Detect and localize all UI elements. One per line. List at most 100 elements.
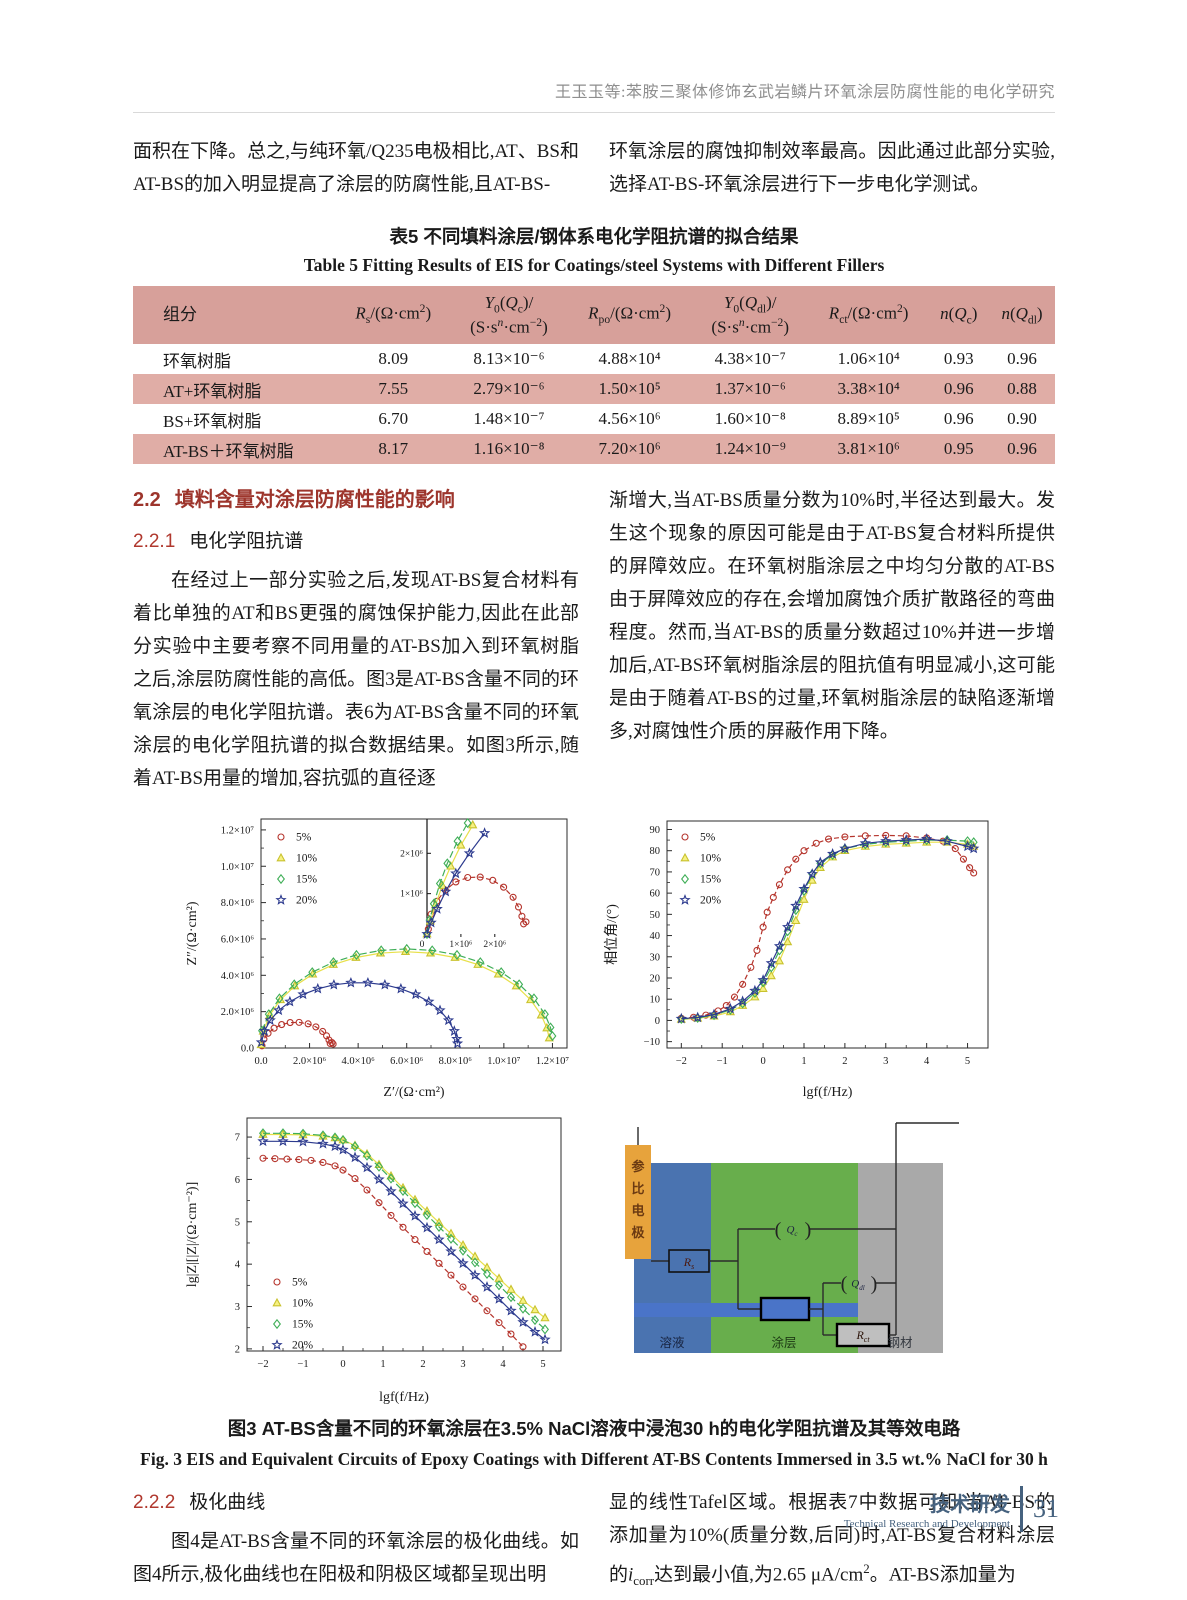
- svg-text:Qc: Qc: [786, 1224, 798, 1238]
- table5-col-header: Y0(Qc)/(S·sn·cm−2): [450, 286, 568, 344]
- nyquist-svg: 0.0 2.0×10⁶ 4.0×10⁶ 6.0×10⁶ 8.0×10⁶ 1.0×10⁷ 1.…: [185, 818, 570, 1100]
- svg-text:1.0×10⁷: 1.0×10⁷: [487, 1056, 521, 1067]
- figure3-caption-en: Fig. 3 EIS and Equivalent Circuits of Ep…: [140, 1449, 1048, 1469]
- svg-text:涂层: 涂层: [771, 1335, 796, 1350]
- paragraph-bottom-left: 图4是AT-BS含量不同的环氧涂层的极化曲线。如图4所示,极化曲线也在阳极和阴极…: [133, 1531, 579, 1585]
- equivalent-circuit-diagram: 参比电极 Rs () Qc () Qdl Rct 溶液 涂层 钢材: [611, 1111, 961, 1376]
- svg-text:40: 40: [650, 931, 661, 942]
- svg-text:−2: −2: [676, 1056, 687, 1067]
- table-cell-value: 3.38×10⁴: [808, 374, 929, 404]
- table-cell-value: 1.16×10⁻⁸: [450, 434, 568, 464]
- table-cell-value: 0.96: [928, 374, 990, 404]
- page-number: 31: [1033, 1494, 1059, 1523]
- running-header-title: 王玉玉等:苯胺三聚体修饰玄武岩鳞片环氧涂层防腐性能的电化学研究: [555, 84, 1055, 101]
- svg-text:溶液: 溶液: [659, 1335, 685, 1350]
- svg-text:20%: 20%: [700, 895, 722, 907]
- svg-text:5%: 5%: [296, 832, 312, 844]
- svg-text:5: 5: [965, 1056, 970, 1067]
- section-2-2-2-number: 2.2.2: [133, 1492, 176, 1513]
- svg-text:7: 7: [235, 1133, 240, 1144]
- table-cell-value: 0.93: [943, 349, 974, 368]
- svg-text:3: 3: [460, 1359, 465, 1370]
- svg-text:0: 0: [655, 1016, 660, 1027]
- table-cell-value: 1.50×10⁵: [567, 374, 692, 404]
- svg-text:20%: 20%: [296, 895, 318, 907]
- table5-col-header-name: 组分: [133, 286, 336, 344]
- svg-text:钢材: 钢材: [887, 1336, 912, 1350]
- svg-text:6.0×10⁶: 6.0×10⁶: [221, 934, 255, 945]
- svg-text:−2: −2: [257, 1359, 268, 1370]
- steel-region: [858, 1163, 943, 1353]
- footer-divider: [1020, 1486, 1023, 1532]
- svg-text:相位角/(°): 相位角/(°): [604, 904, 620, 965]
- svg-text:Rct: Rct: [855, 1328, 870, 1344]
- table-cell-value: 6.70: [378, 409, 409, 428]
- table-cell-value: 0.95: [928, 434, 990, 464]
- svg-text:0: 0: [420, 940, 425, 950]
- svg-text:Rs: Rs: [683, 1255, 694, 1271]
- bode-phase-plot: −2 −1 0 1 2 3 4 5 −10 0 10 20 30 40 50 60 70 80 90 lgf(f/Hz…: [601, 809, 1006, 1109]
- section-2-2-1-title: 电化学阻抗谱: [189, 531, 304, 552]
- svg-text:−1: −1: [297, 1359, 308, 1370]
- svg-text:10: 10: [650, 995, 661, 1006]
- svg-text:0.0: 0.0: [254, 1056, 267, 1067]
- svg-text:2: 2: [235, 1344, 240, 1355]
- table-cell-value: 7.20×10⁶: [567, 434, 692, 464]
- table5-head: 组分 Rs/(Ω·cm2) Y0(Qc)/(S·sn·cm−2) Rpo/(Ω·cm2…: [133, 286, 1055, 344]
- svg-text:30: 30: [650, 952, 661, 963]
- reference-electrode: [625, 1145, 651, 1259]
- figure3-caption-zh: 图3 AT-BS含量不同的环氧涂层在3.5% NaCl溶液中浸泡30 h的电化学…: [227, 1418, 961, 1439]
- svg-text:1.2×10⁷: 1.2×10⁷: [536, 1056, 570, 1067]
- footer-section-en: Technical Research and Development: [843, 1518, 1010, 1530]
- svg-text:3: 3: [235, 1302, 240, 1313]
- table5-col-header: n(Qdl): [989, 286, 1055, 344]
- svg-text:15%: 15%: [292, 1319, 314, 1331]
- svg-text:0.0: 0.0: [241, 1044, 254, 1055]
- table-cell-component: BS+环氧树脂: [163, 411, 262, 431]
- bode-magnitude-plot: −2 −1 0 1 2 3 4 5 2 3 4 5 6 7 lgf(f/Hz) lg|Z|[|Z|/(Ω·cm…: [181, 1104, 581, 1414]
- table-cell-value: 0.96: [989, 434, 1055, 464]
- svg-text:Z′/(Ω·cm²): Z′/(Ω·cm²): [383, 1085, 445, 1100]
- table-cell-value: 0.96: [943, 409, 974, 428]
- svg-text:10%: 10%: [700, 853, 722, 865]
- paragraph-mid-left: 在经过上一部分实验之后,发现AT-BS复合材料有着比单独的AT和BS更强的腐蚀保…: [133, 570, 579, 789]
- table-cell-value: 2.79×10⁻⁶: [450, 374, 568, 404]
- top-text-right: 环氧涂层的腐蚀抑制效率最高。因此通过此部分实验,选择AT-BS-环氧涂层进行下一…: [609, 141, 1055, 195]
- svg-text:−10: −10: [644, 1037, 660, 1048]
- table-cell-value: 8.13×10⁻⁶: [473, 349, 545, 368]
- svg-text:4: 4: [500, 1359, 506, 1370]
- bottom-text-block: 2.2.2 极化曲线 图4是AT-BS含量不同的环氧涂层的极化曲线。如图4所示,极…: [133, 1486, 1055, 1597]
- svg-text:80: 80: [650, 846, 661, 857]
- table-cell-value: 8.09: [378, 349, 409, 368]
- table5-block: 表5 不同填料涂层/钢体系电化学阻抗谱的拟合结果 Table 5 Fitting…: [133, 223, 1055, 464]
- svg-text:8.0×10⁶: 8.0×10⁶: [221, 898, 255, 909]
- svg-text:2.0×10⁶: 2.0×10⁶: [293, 1056, 327, 1067]
- svg-text:−1: −1: [717, 1056, 728, 1067]
- table-cell-value: 4.38×10⁻⁷: [714, 349, 786, 368]
- svg-text:lgf(f/Hz): lgf(f/Hz): [379, 1390, 429, 1405]
- svg-text:60: 60: [650, 889, 661, 900]
- table-row: AT+环氧树脂 7.55 2.79×10⁻⁶ 1.50×10⁵ 1.37×10⁻⁶ 3.3…: [133, 374, 1055, 404]
- section-2-2-2-heading: 2.2.2 极化曲线: [133, 1486, 579, 1519]
- rpo-resistor: [759, 1296, 811, 1322]
- svg-text:1: 1: [801, 1056, 806, 1067]
- section-2-2-number: 2.2: [133, 489, 161, 511]
- svg-text:参: 参: [631, 1159, 645, 1174]
- table-cell-value: 1.37×10⁻⁶: [691, 374, 809, 404]
- svg-text:90: 90: [650, 825, 661, 836]
- paragraph-mid-right: 渐增大,当AT-BS质量分数为10%时,半径达到最大。发生这个现象的原因可能是由…: [609, 490, 1055, 742]
- nyquist_inset-svg: 1×10⁶ 2×10⁶ 0 1×10⁶ 2×10⁶: [400, 817, 530, 950]
- svg-text:5%: 5%: [700, 832, 716, 844]
- table-cell-value: 0.90: [1007, 409, 1037, 428]
- svg-text:0: 0: [340, 1359, 345, 1370]
- svg-text:lg|Z|[|Z|/(Ω·cm⁻²)]: lg|Z|[|Z|/(Ω·cm⁻²)]: [185, 1182, 200, 1288]
- svg-text:2×10⁶: 2×10⁶: [400, 849, 423, 859]
- table-cell-value: 4.88×10⁴: [598, 349, 661, 368]
- svg-text:1: 1: [380, 1359, 385, 1370]
- table-cell-value: 8.89×10⁵: [837, 409, 900, 428]
- svg-text:Z″/(Ω·cm²): Z″/(Ω·cm²): [185, 901, 200, 965]
- electrolyte-path-stripe: [634, 1303, 858, 1317]
- svg-text:0: 0: [760, 1056, 765, 1067]
- figure3-grid: 1×10⁶ 2×10⁶ 0 1×10⁶ 2×10⁶ 0.0 2.0×10⁶ 4.0×10⁶ 6…: [133, 809, 1055, 1409]
